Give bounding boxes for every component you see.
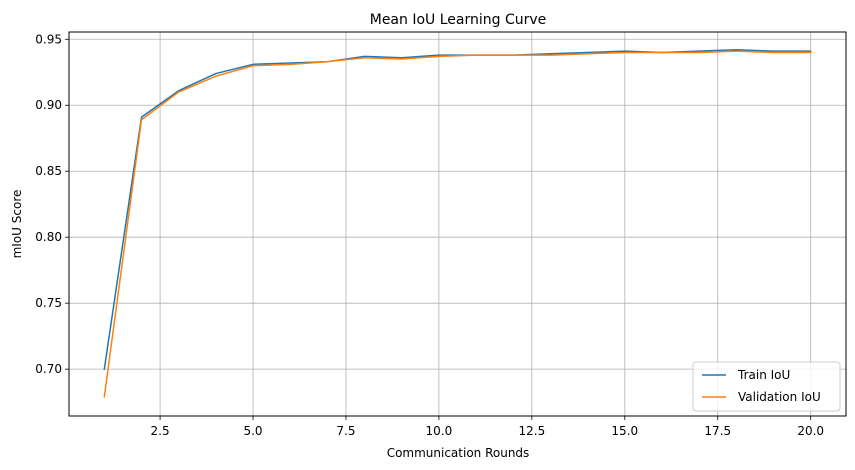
x-axis-ticks: 2.5 5.0 7.5 10.0 12.5 15.0 17.5 20.0 bbox=[151, 416, 824, 438]
y-axis-ticks: 0.70 0.75 0.80 0.85 0.90 0.95 bbox=[35, 32, 69, 376]
x-tick-label: 12.5 bbox=[518, 424, 545, 438]
x-axis-title: Communication Rounds bbox=[387, 446, 530, 460]
plot-area-frame bbox=[68, 31, 847, 417]
legend-label-validation-iou: Validation IoU bbox=[738, 390, 821, 404]
x-tick-label: 20.0 bbox=[797, 424, 824, 438]
y-tick-label: 0.75 bbox=[35, 296, 62, 310]
y-tick-label: 0.95 bbox=[35, 32, 62, 46]
series-line-validation-iou bbox=[103, 50, 812, 398]
x-tick-label: 15.0 bbox=[611, 424, 638, 438]
x-tick-label: 7.5 bbox=[336, 424, 355, 438]
x-tick-label: 17.5 bbox=[704, 424, 731, 438]
y-tick-label: 0.80 bbox=[35, 230, 62, 244]
y-axis-title: mIoU Score bbox=[10, 190, 24, 259]
legend: Train IoU Validation IoU bbox=[692, 361, 841, 412]
x-tick-label: 2.5 bbox=[151, 424, 170, 438]
data-lines bbox=[103, 49, 812, 398]
y-tick-label: 0.70 bbox=[35, 362, 62, 376]
chart-title: Mean IoU Learning Curve bbox=[370, 12, 547, 28]
grid-lines bbox=[69, 32, 846, 416]
y-tick-label: 0.85 bbox=[35, 164, 62, 178]
x-tick-label: 10.0 bbox=[426, 424, 453, 438]
y-tick-label: 0.90 bbox=[35, 98, 62, 112]
legend-label-train-iou: Train IoU bbox=[737, 368, 790, 382]
legend-box bbox=[692, 361, 841, 412]
x-tick-label: 5.0 bbox=[243, 424, 262, 438]
